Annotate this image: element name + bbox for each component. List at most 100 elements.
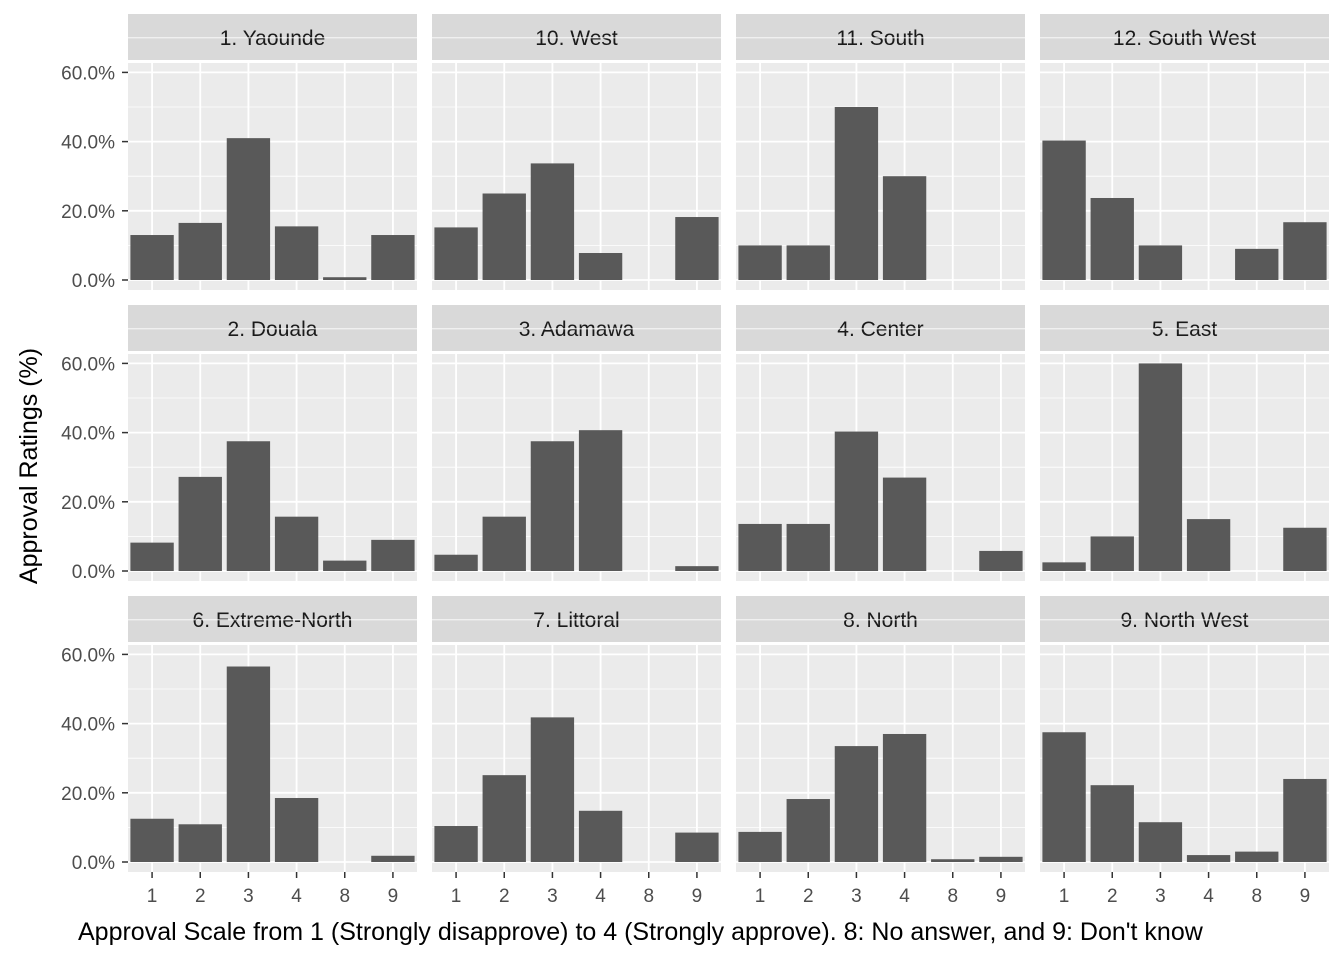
facet-strip [128, 14, 417, 60]
x-tick-label: 3 [1155, 886, 1166, 907]
bar [130, 542, 174, 571]
x-tick-label: 2 [1107, 886, 1118, 907]
bar [274, 226, 319, 280]
y-tick-label: 40.0% [61, 133, 115, 154]
bar [434, 826, 478, 862]
bar [1090, 785, 1134, 862]
x-tick-label: 9 [388, 886, 399, 907]
y-tick-label: 0.0% [72, 271, 115, 292]
facet-title: 4. Center [837, 318, 923, 341]
facet-panel: 4. Center [736, 305, 1025, 581]
bar [530, 163, 575, 280]
x-tick-label: 8 [1251, 886, 1262, 907]
facet-title: 12. South West [1113, 27, 1256, 50]
bar [323, 560, 367, 571]
x-tick-label: 8 [643, 886, 654, 907]
bar [578, 430, 623, 571]
facet-panel: 1. Yaounde [128, 14, 417, 290]
facet-panel: 12. South West [1040, 14, 1329, 290]
bar [371, 855, 415, 862]
bar [178, 222, 222, 280]
facet-title: 9. North West [1121, 609, 1249, 632]
bar [931, 859, 975, 862]
bar [578, 253, 623, 280]
bar [834, 107, 879, 280]
bar [1186, 855, 1231, 862]
bar [226, 666, 271, 862]
x-tick-label: 9 [1300, 886, 1311, 907]
facet-title: 5. East [1152, 318, 1218, 341]
facet-panel: 10. West [432, 14, 721, 290]
bar [482, 775, 526, 862]
bar [979, 550, 1023, 571]
y-tick-label: 20.0% [61, 784, 115, 805]
bar [882, 176, 927, 280]
facet-strip [736, 14, 1025, 60]
bar [1283, 527, 1327, 571]
bar [675, 566, 719, 571]
x-axis-labels: 1 2 3 4 8 9 1 2 3 4 8 9 1 2 3 4 8 9 1 2 3 4 8 9 [147, 872, 1310, 907]
bar [1090, 197, 1134, 280]
bar [178, 476, 222, 571]
bar [738, 245, 782, 280]
y-tick-label: 20.0% [61, 202, 115, 223]
x-tick-label: 4 [899, 886, 910, 907]
facet-panel: 2. Douala [128, 305, 417, 581]
bar [578, 810, 623, 862]
facet-title: 10. West [535, 27, 618, 50]
bar [434, 227, 478, 280]
x-tick-label: 1 [755, 886, 766, 907]
x-tick-label: 2 [195, 886, 206, 907]
bar [1235, 851, 1279, 862]
bar [1186, 519, 1231, 571]
bar [979, 856, 1023, 862]
bar [786, 799, 830, 862]
y-tick-label: 60.0% [61, 645, 115, 666]
x-tick-label: 2 [803, 886, 814, 907]
bar [482, 193, 526, 280]
x-tick-label: 1 [1059, 886, 1070, 907]
bar [1283, 778, 1327, 862]
bar [1090, 536, 1134, 571]
x-tick-label: 3 [243, 886, 254, 907]
x-tick-label: 8 [339, 886, 350, 907]
facet-panel: 6. Extreme-North [128, 596, 417, 872]
bar [675, 217, 719, 280]
facet-panel: 3. Adamawa [432, 305, 721, 581]
facet-panel: 8. North [736, 596, 1025, 872]
bar [226, 138, 271, 280]
facet-title: 2. Douala [228, 318, 318, 341]
x-tick-label: 3 [547, 886, 558, 907]
bar [371, 539, 415, 571]
facet-strip [736, 305, 1025, 351]
facet-panel: 11. South [736, 14, 1025, 290]
x-tick-label: 4 [595, 886, 606, 907]
facet-panels: 1. Yaounde 10. West 11. South 12. South Wes… [128, 14, 1329, 872]
bar [130, 235, 174, 280]
bar [371, 235, 415, 280]
bar [882, 733, 927, 862]
bar [1138, 822, 1183, 862]
y-tick-label: 60.0% [61, 354, 115, 375]
y-tick-label: 20.0% [61, 493, 115, 514]
facet-strip [432, 596, 721, 642]
y-tick-label: 0.0% [72, 853, 115, 874]
bar [482, 516, 526, 571]
bar [178, 824, 222, 862]
y-axis-title: Approval Ratings (%) [15, 348, 43, 584]
bar [1283, 222, 1327, 280]
x-tick-label: 9 [692, 886, 703, 907]
facet-title: 1. Yaounde [220, 27, 326, 50]
facet-strip [128, 305, 417, 351]
bar [1138, 245, 1183, 280]
bar [1042, 562, 1086, 571]
y-tick-label: 40.0% [61, 715, 115, 736]
bar [738, 523, 782, 571]
facet-title: 11. South [836, 27, 924, 50]
x-tick-label: 1 [451, 886, 462, 907]
bar [1235, 248, 1279, 280]
facet-strip [432, 14, 721, 60]
facet-panel: 5. East [1040, 305, 1329, 581]
facet-strip [736, 596, 1025, 642]
y-tick-label: 0.0% [72, 562, 115, 583]
